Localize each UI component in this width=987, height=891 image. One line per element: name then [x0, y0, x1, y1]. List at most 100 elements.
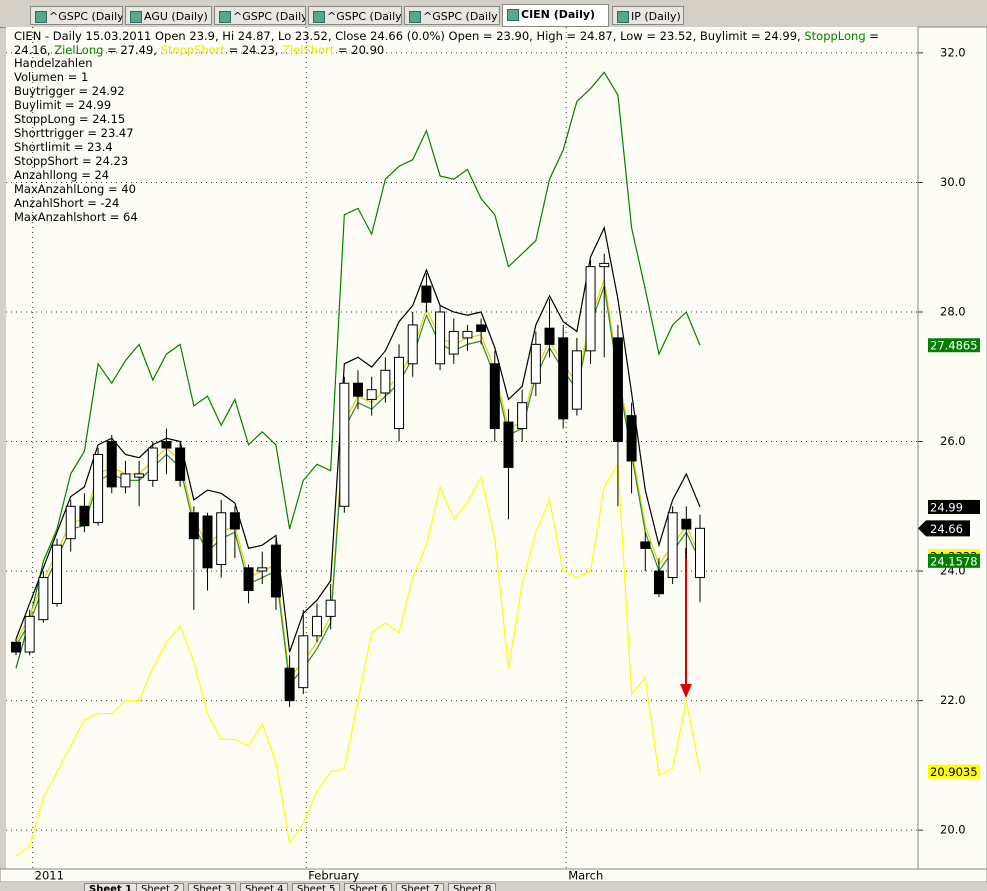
candle-body — [257, 567, 268, 572]
y-tick-label: 26.0 — [940, 434, 966, 448]
last-value-label-text: 24.99 — [930, 500, 963, 514]
candle-body — [667, 512, 678, 579]
candle-body — [134, 473, 145, 478]
candle-body — [421, 285, 432, 303]
axis-panel — [917, 26, 987, 870]
info-line: Shorttrigger = 23.47 — [14, 126, 134, 140]
last-value-label-text: 20.9035 — [930, 765, 978, 779]
close-label — [918, 520, 970, 537]
info-line: Anzahllong = 24 — [14, 168, 110, 182]
candle-body — [24, 615, 35, 653]
sheet-tab[interactable]: Sheet 6 — [344, 883, 393, 891]
candle-body — [106, 441, 117, 488]
candle-body — [394, 356, 405, 430]
candle-body — [448, 330, 459, 355]
info-header: CIEN - Daily 15.03.2011 Open 23.9, Hi 24… — [14, 29, 914, 57]
last-value-label — [928, 553, 980, 568]
tab[interactable]: ^GSPC (Daily) — [30, 6, 123, 25]
candle-body — [38, 577, 49, 621]
info-segment: StoppShort — [160, 43, 225, 57]
candle-body — [517, 402, 528, 430]
info-line: Buylimit = 24.99 — [14, 98, 112, 112]
indicator-line — [15, 71, 701, 669]
tab[interactable]: ^GSPC (Daily) — [214, 6, 306, 25]
info-line: Handelzahlen — [14, 56, 93, 70]
candle-body — [270, 544, 281, 598]
candle-body — [353, 382, 363, 397]
info-line: Buytrigger = 24.92 — [14, 84, 125, 98]
sheet-tab[interactable]: Sheet 1 — [84, 883, 138, 891]
candle-body — [93, 453, 104, 523]
last-value-label — [928, 764, 980, 779]
candle-body — [311, 615, 322, 637]
sheet-tab[interactable]: Sheet 7 — [396, 883, 445, 891]
candle-body — [571, 350, 582, 410]
info-line: MaxAnzahlLong = 40 — [14, 182, 136, 196]
y-tick-label: 30.0 — [940, 175, 966, 189]
y-tick-label: 28.0 — [940, 304, 966, 318]
candle-body — [681, 518, 692, 530]
info-line: StoppLong = 24.15 — [14, 112, 126, 126]
info-segment: = 24.23, — [224, 43, 283, 57]
last-value-label — [928, 499, 980, 514]
sheet-tab[interactable]: Sheet 4 — [240, 883, 289, 891]
candle-body — [216, 512, 227, 566]
tab-bar: ^GSPC (Daily) AGU (Daily) ^GSPC (Daily) ^GS… — [0, 0, 987, 28]
candle-body — [202, 515, 213, 569]
indicator-line — [15, 462, 701, 857]
candle-body — [407, 324, 418, 365]
x-tick-label: February — [308, 869, 359, 883]
tab[interactable]: ^GSPC (Daily) — [308, 6, 402, 25]
candle-body — [626, 415, 637, 462]
candle-body — [435, 311, 446, 365]
info-segment: CIEN - Daily 15.03.2011 Open 23.9, Hi 24… — [14, 29, 805, 43]
sheet-tab[interactable]: Sheet 3 — [188, 883, 237, 891]
candle-body — [298, 635, 309, 689]
info-segment: ZielLong — [54, 43, 104, 57]
candle-body — [503, 421, 514, 468]
date-axis — [0, 868, 987, 882]
candle-body — [530, 343, 541, 384]
y-tick-label: 22.0 — [940, 693, 966, 707]
candle-body — [599, 262, 610, 268]
candle-body — [366, 389, 377, 400]
candle-body — [640, 541, 651, 549]
candle-body — [243, 567, 254, 591]
candle-body — [489, 363, 500, 430]
info-line: StoppShort = 24.23 — [14, 154, 129, 168]
candle-body — [339, 382, 350, 507]
candle-body — [325, 599, 336, 617]
candle-body — [544, 327, 555, 345]
candle-body — [695, 527, 705, 579]
candle-body — [175, 447, 186, 481]
sheet-tab[interactable]: Sheet 2 — [136, 883, 185, 891]
tab[interactable]: AGU (Daily) — [125, 6, 212, 25]
last-value-label-text: 24.1578 — [930, 554, 978, 568]
info-line: Shortlimit = 23.4 — [14, 140, 113, 154]
candle-body — [161, 441, 172, 449]
candle-body — [11, 641, 21, 653]
candle-body — [653, 570, 664, 595]
candle-body — [147, 447, 158, 481]
sheet-tabs: Sheet 1 Sheet 2 Sheet 3 Sheet 4 Sheet 5 Sheet… — [0, 882, 987, 891]
info-segment: StoppLong — [804, 29, 866, 43]
candle-body — [188, 512, 199, 540]
tab[interactable]: ^GSPC (Daily) — [404, 6, 500, 25]
candle-body — [462, 330, 473, 339]
info-segment: ZielShort — [282, 43, 335, 57]
tab[interactable]: CIEN (Daily) — [502, 4, 609, 27]
sheet-tab[interactable]: Sheet 8 — [448, 883, 497, 891]
candle-body — [79, 505, 90, 527]
tab[interactable]: IP (Daily) — [612, 6, 684, 25]
info-line: MaxAnzahlshort = 64 — [14, 210, 138, 224]
sheet-tab[interactable]: Sheet 5 — [292, 883, 341, 891]
candle-body — [284, 667, 295, 702]
info-segment: = 24.16, — [14, 29, 879, 57]
info-line: AnzahlShort = -24 — [14, 196, 120, 210]
close-label-text: 24.66 — [930, 522, 963, 536]
y-tick-label: 20.0 — [940, 823, 966, 837]
candle-body — [380, 369, 391, 394]
info-segment: = 27.49, — [103, 43, 161, 57]
